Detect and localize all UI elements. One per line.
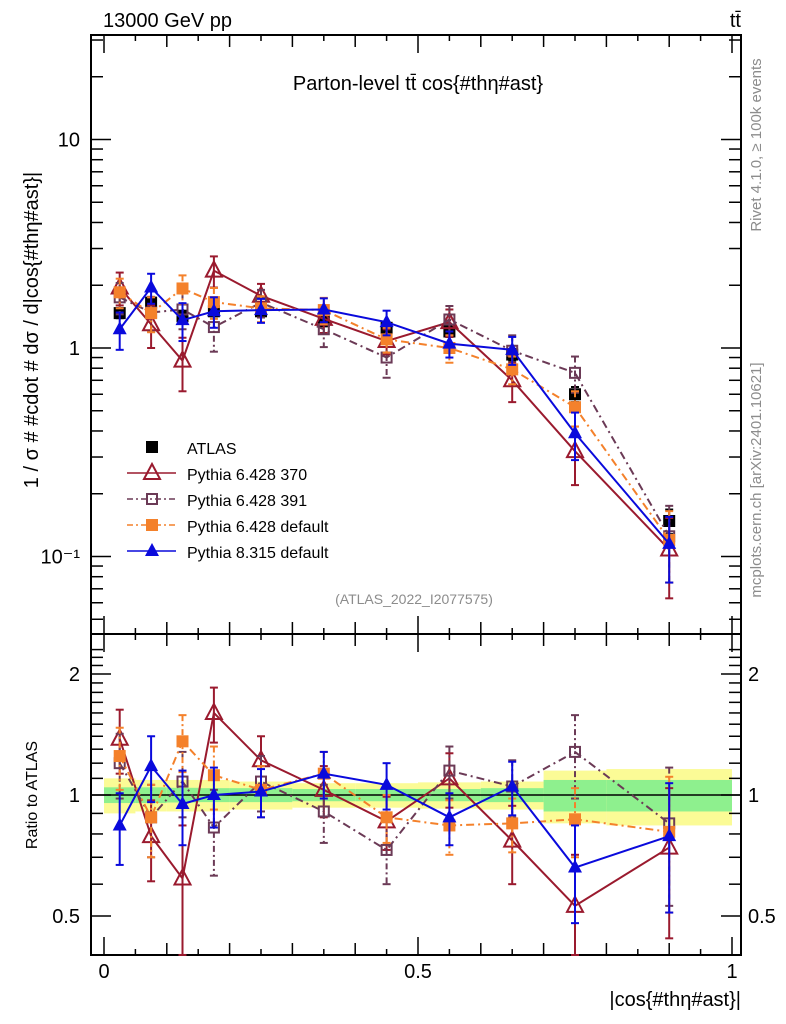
data-point [502, 829, 522, 848]
header-process-label: tt̄ [730, 10, 742, 32]
ratio-y-tick-label-right: 1 [748, 785, 759, 807]
ratio-y-tick-label-right: 0.5 [748, 906, 776, 928]
data-point [506, 817, 519, 830]
data-point [442, 809, 457, 823]
main-y-tick-label: 10⁻¹ [41, 547, 81, 569]
data-point [112, 817, 127, 831]
main-y-axis-label: 1 / σ # #cdot # dσ / d|cos{#thη#ast}| [21, 172, 43, 488]
data-point [172, 867, 193, 886]
main-panel-series [110, 255, 679, 600]
data-point [144, 279, 159, 293]
series-line [118, 750, 670, 852]
data-point [176, 282, 189, 295]
data-point [206, 787, 221, 800]
data-point [206, 303, 221, 317]
legend-label: ATLAS [187, 441, 237, 458]
ratio-y-tick-label-left: 2 [69, 664, 80, 686]
data-point [112, 321, 127, 335]
data-point [176, 735, 189, 748]
analysis-id-label: (ATLAS_2022_I2077575) [335, 591, 493, 607]
main-y-tick-label: 1 [69, 338, 80, 360]
data-point [254, 783, 268, 797]
data-point [443, 764, 456, 777]
legend-marker [146, 519, 158, 531]
data-point [443, 313, 456, 326]
series-pythia-8-315-default [112, 272, 677, 584]
series-pythia-6-428-default [113, 274, 676, 584]
data-point [502, 369, 522, 388]
axes: 0 0.5 1 10 1 10⁻¹ 2 2 1 1 0.5 0.5 [41, 34, 776, 983]
x-tick-label: 0.5 [404, 961, 432, 983]
legend-item: Pythia 6.428 default [127, 519, 329, 536]
mcplots-label: mcplots.cern.ch [arXiv:2401.10621] [748, 362, 765, 597]
ratio-y-axis-label: Ratio to ATLAS [24, 741, 41, 849]
data-point [254, 302, 268, 316]
data-point [380, 843, 393, 856]
x-tick-label: 1 [726, 961, 737, 983]
ratio-y-tick-label-left: 0.5 [52, 906, 80, 928]
data-point [568, 425, 582, 439]
data-point [662, 828, 677, 842]
data-point [316, 301, 331, 315]
legend-marker [146, 493, 158, 505]
data-point [175, 312, 190, 326]
data-point [569, 813, 581, 826]
series-pythia-6-428-391 [113, 281, 676, 584]
data-point [380, 333, 393, 346]
data-point [204, 701, 224, 720]
legend-item: Pythia 8.315 default [127, 543, 329, 562]
data-point [317, 805, 330, 818]
data-point [569, 745, 581, 758]
data-point [568, 859, 582, 873]
data-point [569, 366, 581, 379]
main-y-tick-label: 10 [58, 130, 80, 152]
ratio-y-tick-label-left: 1 [69, 785, 80, 807]
x-tick-label: 0 [98, 961, 109, 983]
legend-marker [145, 543, 159, 556]
legend-item: Pythia 6.428 391 [127, 493, 307, 510]
plot-title: Parton-level tt̄ cos{#thη#ast} [293, 73, 543, 95]
x-axis-label: |cos{#thη#ast}| [609, 989, 741, 1011]
legend-label: Pythia 8.315 default [187, 545, 329, 562]
legend: ATLAS Pythia 6.428 370 Pythia 6.428 391 Pyt… [127, 441, 329, 562]
rivet-version-label: Rivet 4.1.0, ≥ 100k events [748, 58, 765, 231]
data-point [379, 314, 394, 328]
legend-marker [142, 461, 162, 480]
legend-label: Pythia 6.428 370 [187, 467, 307, 484]
data-point [569, 401, 581, 414]
data-point [380, 811, 393, 824]
legend-item: ATLAS [146, 441, 237, 458]
data-point [505, 341, 520, 355]
data-point [662, 535, 677, 549]
data-point [506, 363, 519, 376]
data-point [113, 286, 126, 299]
data-point [113, 750, 126, 763]
data-point [442, 335, 457, 349]
data-point [316, 765, 331, 779]
header-energy-label: 13000 GeV pp [103, 10, 232, 32]
series-pythia-8-315-default [112, 735, 677, 925]
legend-label: Pythia 6.428 391 [187, 493, 307, 510]
ratio-y-tick-label-right: 2 [748, 664, 759, 686]
data-point [505, 778, 520, 792]
data-point [145, 307, 158, 320]
legend-marker [146, 441, 158, 453]
data-point [172, 349, 193, 368]
legend-item: Pythia 6.428 370 [127, 461, 307, 484]
data-point [175, 795, 190, 809]
legend-label: Pythia 6.428 default [187, 519, 329, 536]
data-point [144, 758, 159, 772]
data-point [379, 776, 394, 790]
data-point [145, 811, 158, 824]
ratio-panel-series [110, 686, 679, 956]
data-point [204, 259, 224, 278]
